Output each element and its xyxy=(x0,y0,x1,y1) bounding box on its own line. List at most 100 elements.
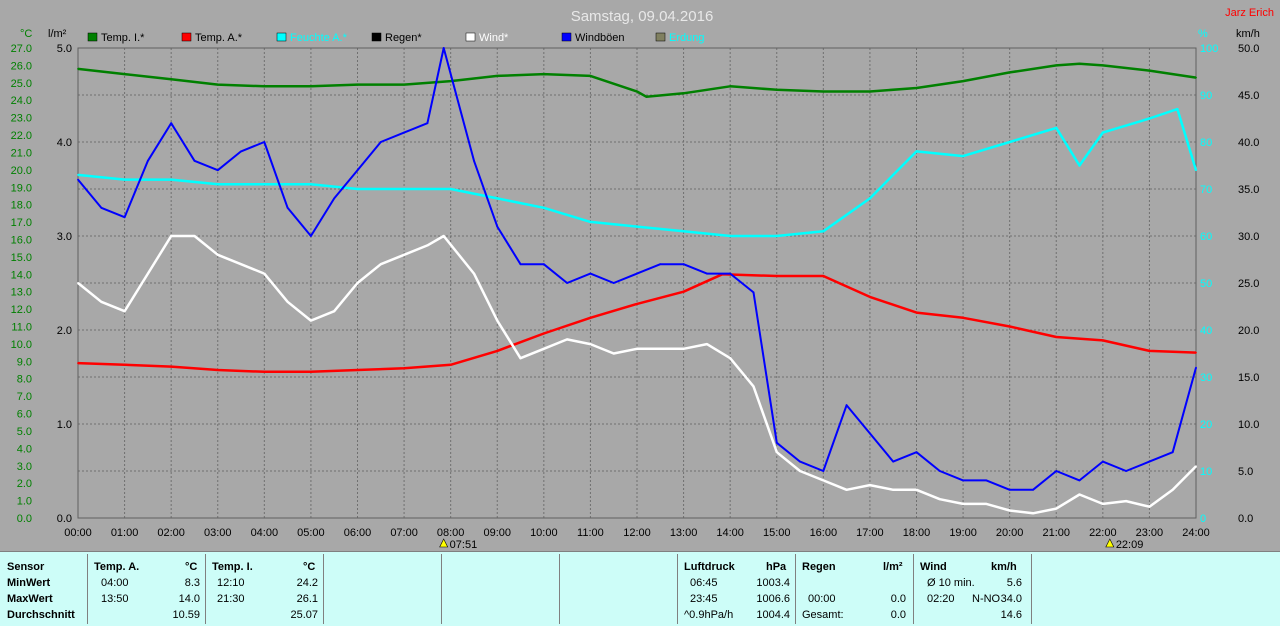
x-tick-label: 14:00 xyxy=(716,527,744,539)
series-point xyxy=(496,319,499,322)
humidity-tick-label: 80 xyxy=(1200,137,1212,149)
series-point xyxy=(682,92,685,95)
series-point xyxy=(612,352,615,355)
divider xyxy=(323,554,324,624)
humidity-tick-label: 60 xyxy=(1200,231,1212,243)
temp-tick-label: 24.0 xyxy=(11,95,32,107)
stats-header-temp-a-unit: °C xyxy=(185,561,198,573)
series-point xyxy=(682,230,685,233)
x-tick-label: 12:00 xyxy=(623,527,651,539)
series-point xyxy=(1078,479,1081,482)
stats-rain-time: Gesamt: xyxy=(802,609,844,621)
series-point xyxy=(1125,470,1127,472)
series-point xyxy=(775,275,778,277)
x-tick-label: 17:00 xyxy=(856,527,884,539)
humidity-tick-label: 30 xyxy=(1200,372,1212,384)
divider xyxy=(1031,554,1032,624)
series-point xyxy=(1101,460,1104,463)
series-point xyxy=(1195,76,1197,79)
stats-pressure-time: 23:45 xyxy=(690,593,718,605)
series-point xyxy=(729,357,732,360)
series-point xyxy=(147,159,149,162)
rain-tick-label: 2.0 xyxy=(57,325,72,337)
stats-wind-value: 14.6 xyxy=(1000,609,1022,621)
x-tick-label: 10:00 xyxy=(530,527,558,539)
series-point xyxy=(77,282,79,284)
legend-swatch xyxy=(276,32,287,42)
series-point xyxy=(869,432,871,435)
x-tick-label: 07:00 xyxy=(390,527,418,539)
series-point xyxy=(403,367,405,370)
series-point xyxy=(682,290,685,293)
temp-tick-label: 5.0 xyxy=(17,426,32,438)
series-point xyxy=(263,272,266,275)
series-point xyxy=(1148,505,1151,508)
stats-pressure-value: 1006.6 xyxy=(756,593,790,605)
series-point xyxy=(1171,451,1174,454)
series-point xyxy=(379,141,382,143)
series-point xyxy=(962,155,964,158)
x-tick-label: 15:00 xyxy=(763,527,791,539)
x-tick-label: 05:00 xyxy=(297,527,325,539)
series-point xyxy=(1148,69,1151,72)
series-point xyxy=(962,80,964,82)
x-tick-label: 24:00 xyxy=(1182,527,1210,539)
stats-temp-a-value: 10.59 xyxy=(172,609,200,621)
series-point xyxy=(449,80,452,82)
series-point xyxy=(1055,507,1058,510)
legend: Temp. I.* Temp. A.* Feuchte A.* Regen* Wind*… xyxy=(87,32,704,44)
series-point xyxy=(799,460,801,463)
author-label: Jarz Erich xyxy=(1225,7,1274,19)
series-point xyxy=(356,83,359,86)
x-tick-label: 08:00 xyxy=(437,527,465,539)
humidity-tick-label: 100 xyxy=(1200,43,1218,55)
x-tick-label: 02:00 xyxy=(157,527,185,539)
series-point xyxy=(822,275,825,277)
series-point xyxy=(310,319,312,322)
stats-rain-value: 0.0 xyxy=(890,593,906,605)
stats-pressure-time: ^0.9hPa/h xyxy=(684,609,734,621)
temp-tick-label: 9.0 xyxy=(17,356,32,368)
stats-header-sensor: Sensor xyxy=(7,561,45,573)
series-point xyxy=(1032,488,1034,491)
series-point xyxy=(1195,366,1197,369)
series-point xyxy=(659,263,662,266)
series-point xyxy=(636,347,638,350)
series-point xyxy=(123,178,126,181)
series-point xyxy=(729,85,732,88)
series-point xyxy=(775,235,778,237)
stats-temp-i-value: 24.2 xyxy=(296,577,318,589)
series-point xyxy=(263,85,266,88)
series-point xyxy=(193,235,196,237)
series-point xyxy=(147,272,149,275)
humidity-tick-label: 0 xyxy=(1200,513,1206,525)
wind-tick-label: 0.0 xyxy=(1238,513,1253,525)
wind-tick-label: 35.0 xyxy=(1238,184,1259,196)
series-point xyxy=(938,498,941,501)
x-tick-label: 23:00 xyxy=(1136,527,1164,539)
series-point xyxy=(542,73,545,75)
series-point xyxy=(170,235,173,237)
series-point xyxy=(645,95,648,98)
series-point xyxy=(193,159,196,162)
series-point xyxy=(473,272,475,275)
temp-tick-label: 17.0 xyxy=(11,217,32,229)
series-point xyxy=(263,183,266,186)
series-point xyxy=(333,197,336,200)
stats-pressure-time: 06:45 xyxy=(690,577,718,589)
temp-tick-label: 15.0 xyxy=(11,252,32,264)
temp-tick-label: 6.0 xyxy=(17,409,32,421)
series-point xyxy=(636,303,638,305)
series-point xyxy=(869,484,871,486)
humidity-tick-label: 70 xyxy=(1200,184,1212,196)
series-point xyxy=(356,282,359,284)
series-point xyxy=(286,300,289,303)
humidity-tick-label: 10 xyxy=(1200,466,1212,478)
series-point xyxy=(1032,512,1034,515)
divider xyxy=(913,554,914,624)
series-point xyxy=(1055,470,1058,472)
series-point xyxy=(799,470,801,472)
series-point xyxy=(263,141,266,143)
series-point xyxy=(636,272,638,275)
series-point xyxy=(496,225,499,228)
